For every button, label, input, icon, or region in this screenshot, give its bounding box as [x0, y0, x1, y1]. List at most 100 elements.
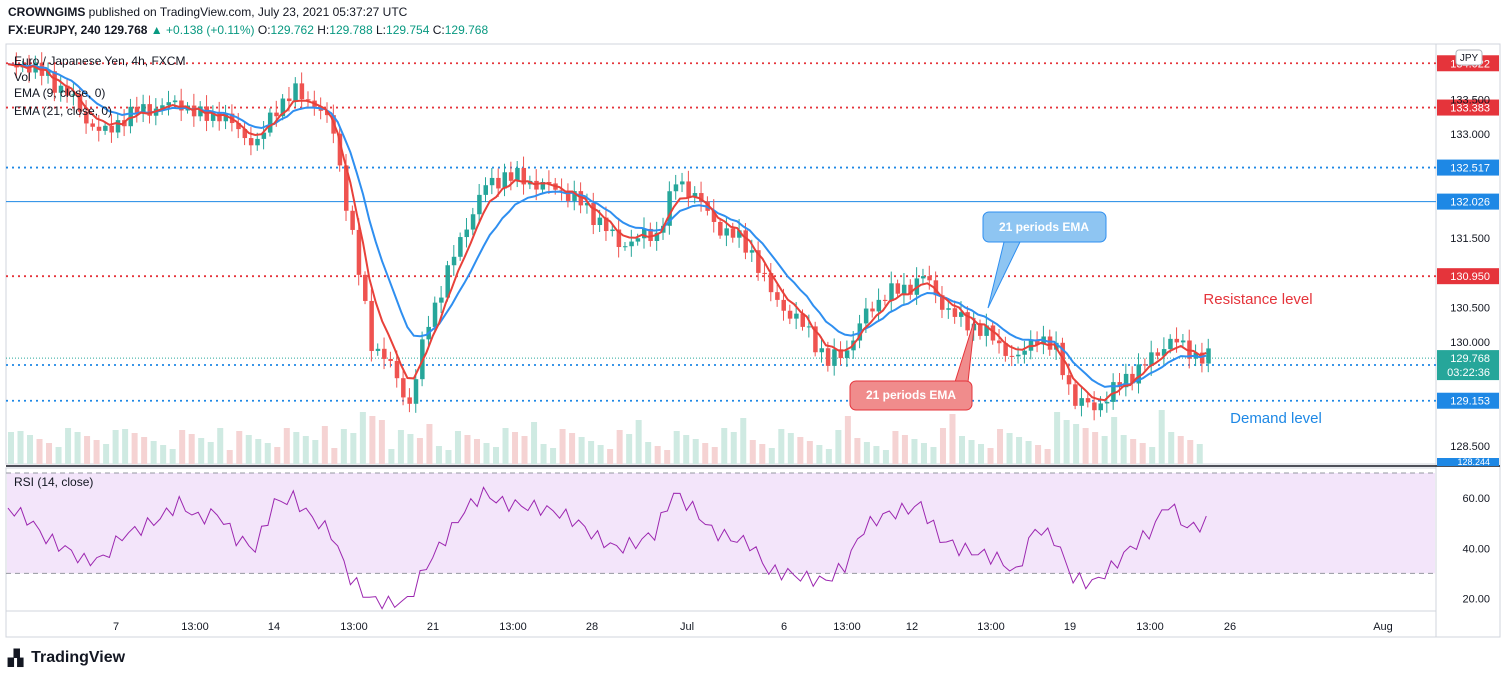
volume-bar [806, 441, 813, 464]
level-tag-label: 129.153 [1450, 396, 1490, 408]
candle-body [458, 237, 463, 257]
volume-bar [863, 442, 870, 464]
volume-bar [169, 449, 176, 464]
volume-bar [160, 445, 167, 464]
volume-bar [844, 416, 851, 464]
candle-body [1199, 352, 1205, 364]
partial-level-label: 128.244 [1457, 457, 1490, 467]
volume-bar [84, 436, 91, 464]
volume-bar [1082, 428, 1089, 464]
candle-body [603, 217, 609, 232]
candle-body [990, 325, 996, 341]
candle-body [305, 99, 311, 101]
volume-bar [740, 418, 747, 464]
level-lines: 134.022133.383132.517132.026130.950129.6… [6, 55, 1499, 467]
level-tag [1437, 159, 1499, 176]
candle-body [1180, 340, 1186, 343]
callout-box-blue [982, 211, 1107, 243]
candle-body [781, 299, 786, 311]
volume-bar [1177, 436, 1184, 464]
candle-body [1123, 373, 1129, 388]
candle-body [1155, 352, 1161, 356]
candle-body [965, 312, 970, 331]
volume-bar [445, 450, 452, 464]
candle-body [1066, 375, 1072, 385]
publish-line: CROWNGIMS published on TradingView.com, … [8, 5, 407, 19]
candle-body [1149, 352, 1154, 366]
candle-body [730, 228, 736, 238]
rsi-tick-label: 60.00 [1462, 493, 1490, 505]
candle-body [635, 238, 641, 242]
candle-body [496, 177, 501, 189]
volume-bar [388, 449, 395, 464]
volume-bar [730, 432, 737, 464]
volume-bar [1063, 420, 1070, 464]
tradingview-mark-icon: ▞▖ [8, 650, 29, 667]
volume-bar [1044, 449, 1051, 464]
candle-body [470, 214, 476, 230]
candle-body [483, 185, 488, 195]
candle-body [565, 190, 571, 201]
candle-body [895, 283, 901, 294]
callout-label-red: 21 periods EMA [866, 388, 956, 402]
candle-body [242, 129, 248, 139]
volume-bar [711, 447, 718, 464]
volume-bar [987, 448, 994, 464]
volume-bar [588, 441, 595, 464]
candle-body [952, 308, 958, 317]
last-price-tag [1437, 350, 1499, 381]
candle-body [261, 132, 267, 139]
candle-body [407, 397, 412, 404]
volume-bar [321, 426, 328, 464]
candle-body [819, 348, 825, 353]
volume-bar [654, 446, 661, 464]
level-tag [1437, 193, 1499, 210]
annotations: 21 periods EMA 21 periods EMA Resistance l… [849, 211, 1322, 427]
candle-body [622, 246, 628, 248]
volume-bar [483, 443, 490, 464]
volume-bar [1006, 433, 1013, 464]
last-price-label: 129.768 [1450, 353, 1490, 365]
candle-body [787, 310, 793, 319]
volume-bar [768, 448, 775, 464]
time-axis-frame [5, 610, 1437, 638]
volume-bar [207, 442, 214, 464]
price-tick-label: 131.500 [1450, 233, 1490, 245]
candle-body [141, 104, 146, 114]
candle-body [737, 230, 742, 238]
candle-body [711, 210, 717, 222]
candle-body [255, 138, 260, 146]
candle-body [1142, 364, 1148, 366]
volume-bar [188, 434, 195, 464]
volume-bar [702, 443, 709, 464]
volume-bar [426, 424, 433, 464]
candle-body [933, 280, 939, 296]
volume-bar [27, 435, 34, 464]
candle-body [1047, 336, 1053, 350]
volume-bar [131, 433, 138, 464]
resistance-label: Resistance level [1203, 291, 1312, 308]
candle-body [52, 71, 57, 93]
candle-body [680, 181, 685, 185]
volume-bar [8, 432, 14, 464]
level-tag [1437, 99, 1499, 116]
candle-body [699, 193, 704, 202]
volume-bar [122, 429, 129, 464]
candle-body [901, 284, 907, 294]
volume-bar [302, 436, 309, 464]
volume-bar [93, 440, 100, 464]
time-tick-label: Aug [1373, 621, 1393, 633]
candle-body [363, 274, 368, 301]
candle-body [1098, 403, 1103, 411]
candle-body [724, 228, 729, 236]
candle-body [280, 98, 286, 117]
candle-body [84, 111, 89, 124]
candle-body [191, 105, 197, 117]
candle-body [115, 120, 121, 133]
candle-body [515, 167, 520, 181]
price-axis-frame [1435, 43, 1501, 638]
volume-bar [1158, 410, 1165, 464]
volume-bar [255, 439, 262, 464]
candle-body [978, 323, 983, 336]
